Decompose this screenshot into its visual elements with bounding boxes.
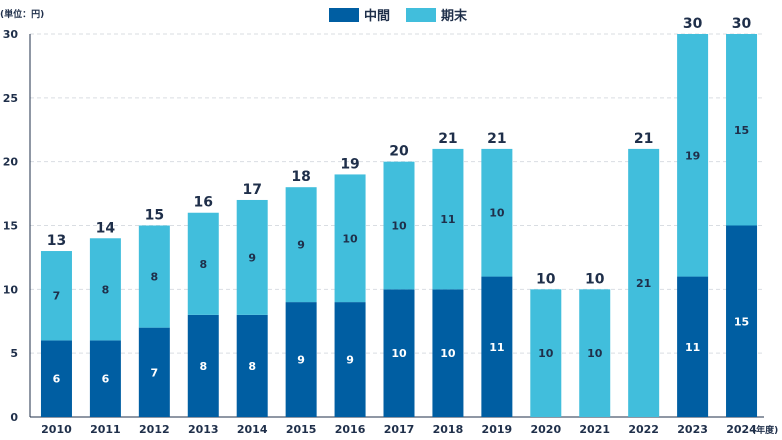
x-tick-label: 2020 [530,423,561,436]
y-tick-label: 20 [3,156,19,169]
total-label: 13 [47,233,66,249]
bar-segment-interim [726,225,758,417]
data-label: 11 [685,341,700,354]
x-tick-label: 2017 [384,423,415,436]
data-label: 11 [440,213,455,226]
data-label: 8 [199,360,207,373]
y-tick-label: 30 [3,28,19,41]
x-unit-label: (年度) [752,424,778,436]
data-label: 10 [440,347,456,360]
bar-segment-year-end [285,187,317,303]
total-label: 19 [340,156,359,172]
bar-segment-interim [40,340,72,417]
legend-label-interim: 中間 [364,8,390,24]
bar-segment-interim [187,314,219,417]
total-label: 21 [487,131,506,147]
total-label: 18 [291,169,310,185]
legend-swatch-interim [329,8,359,22]
x-tick-label: 2019 [482,423,513,436]
data-label: 6 [53,373,61,386]
total-label: 14 [96,220,116,236]
bar-segment-year-end [383,161,415,290]
legend-swatch-year-end [406,8,436,22]
data-label: 9 [297,354,305,367]
x-tick-label: 2024 [726,423,757,436]
total-label: 30 [732,16,752,32]
bar-segment-year-end [677,34,709,277]
data-label: 10 [391,220,407,233]
bar-segment-year-end [726,34,758,226]
data-label: 15 [734,124,749,137]
bar-segment-interim [383,289,415,417]
x-tick-label: 2016 [335,423,366,436]
total-label: 10 [536,271,556,287]
data-label: 7 [151,366,159,379]
bar-segment-interim [138,327,170,417]
y-unit-label: (単位：円) [0,8,44,20]
data-label: 19 [685,149,700,162]
y-tick-label: 10 [3,283,19,296]
y-tick-label: 0 [10,411,18,424]
y-tick-label: 25 [3,92,18,105]
x-tick-label: 2023 [677,423,708,436]
bar-segment-year-end [432,148,464,290]
bar-segment-year-end [530,289,562,417]
y-tick-label: 5 [10,347,18,360]
data-label: 9 [297,239,305,252]
bar-segment-year-end [579,289,611,417]
data-label: 8 [102,283,110,296]
data-label: 7 [53,290,61,303]
data-label: 9 [346,354,354,367]
bar-segment-year-end [628,148,660,417]
total-label: 21 [634,131,653,147]
x-tick-label: 2015 [286,423,317,436]
bar-segment-year-end [481,148,513,277]
data-label: 6 [102,373,110,386]
x-tick-label: 2021 [579,423,610,436]
total-label: 21 [438,131,457,147]
bar-segment-interim [334,302,366,417]
x-tick-label: 2014 [237,423,268,436]
x-tick-label: 2013 [188,423,219,436]
y-tick-label: 15 [3,220,18,233]
bar-segment-year-end [187,212,219,315]
bar-segment-year-end [236,199,268,315]
total-label: 17 [242,182,261,198]
bar-segment-year-end [334,174,366,303]
data-label: 8 [199,258,207,271]
bar-segment-year-end [138,225,170,328]
data-label: 10 [587,347,603,360]
data-label: 21 [636,277,651,290]
x-tick-label: 2010 [41,423,72,436]
total-label: 10 [585,271,605,287]
x-tick-label: 2012 [139,423,170,436]
data-label: 10 [342,232,358,245]
bar-segment-interim [285,302,317,417]
data-label: 11 [489,341,504,354]
bar-segment-interim [677,276,709,417]
bar-segment-interim [236,314,268,417]
legend-label-year-end: 期末 [441,8,468,24]
data-label: 10 [391,347,407,360]
x-tick-label: 2018 [433,423,464,436]
data-label: 9 [248,251,256,264]
total-label: 30 [683,16,703,32]
total-label: 15 [145,208,164,224]
data-label: 15 [734,315,749,328]
total-label: 16 [194,195,213,211]
bar-segment-year-end [89,238,121,341]
x-tick-label: 2022 [628,423,659,436]
x-tick-label: 2011 [90,423,121,436]
data-label: 10 [538,347,554,360]
bar-segment-interim [89,340,121,417]
data-label: 10 [489,207,505,220]
total-label: 20 [389,144,409,160]
bar-segment-interim [481,276,513,417]
data-label: 8 [151,271,159,284]
bar-segment-year-end [40,251,72,341]
bar-segment-interim [432,289,464,417]
data-label: 8 [248,360,256,373]
